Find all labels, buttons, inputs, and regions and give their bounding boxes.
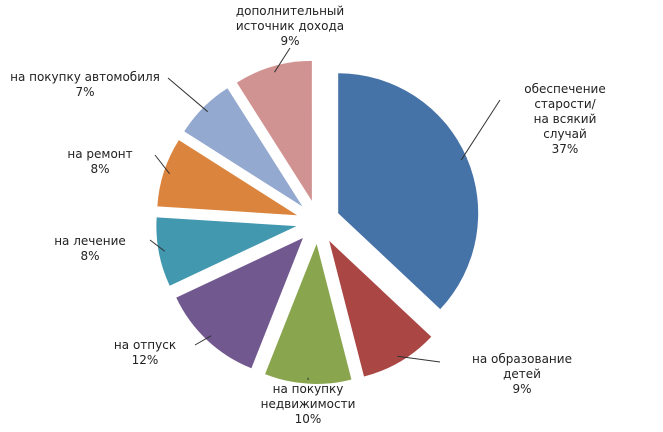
pie-slice: [236, 60, 312, 201]
value-label: 37%: [551, 142, 579, 156]
category-label: на отпуск: [113, 338, 177, 352]
pie-slice: [176, 238, 303, 369]
value-label: 8%: [90, 162, 110, 176]
category-label: дополнительный источник дохода: [235, 4, 345, 33]
value-label: 9%: [512, 382, 532, 396]
category-label: на покупку автомобиля: [10, 70, 160, 84]
data-label: на отпуск 12%: [114, 338, 176, 368]
value-label: 8%: [80, 249, 100, 263]
leader-line: [274, 47, 291, 73]
leader-line: [149, 239, 166, 252]
category-label: на образование детей: [472, 352, 572, 381]
leader-line: [154, 154, 171, 175]
leader-line: [460, 99, 501, 161]
leader-line: [194, 335, 212, 346]
leader-line: [397, 355, 441, 363]
data-label: на покупку автомобиля 7%: [10, 70, 160, 100]
data-label: на ремонт 8%: [67, 147, 132, 177]
data-label: на покупку недвижимости 10%: [261, 382, 356, 427]
data-label: на образование детей 9%: [452, 352, 593, 397]
value-label: 12%: [131, 353, 159, 367]
pie-slice: [265, 243, 352, 384]
value-label: 9%: [280, 34, 300, 48]
category-label: на лечение: [54, 234, 126, 248]
leader-line: [167, 77, 209, 113]
pie-slice: [156, 217, 297, 286]
category-label: на ремонт: [67, 147, 133, 161]
category-label: обеспечение старости/ на всякий случай: [524, 82, 606, 141]
pie-slice: [184, 88, 303, 207]
data-label: дополнительный источник дохода 9%: [236, 4, 344, 49]
value-label: 7%: [75, 85, 95, 99]
data-label: на лечение 8%: [54, 234, 126, 264]
pie-slice: [329, 240, 432, 377]
pie-slice: [338, 73, 479, 310]
data-label: обеспечение старости/ на всякий случай 37…: [516, 82, 614, 157]
pie-slice: [157, 140, 298, 216]
category-label: на покупку недвижимости: [260, 382, 356, 411]
value-label: 10%: [294, 412, 322, 426]
